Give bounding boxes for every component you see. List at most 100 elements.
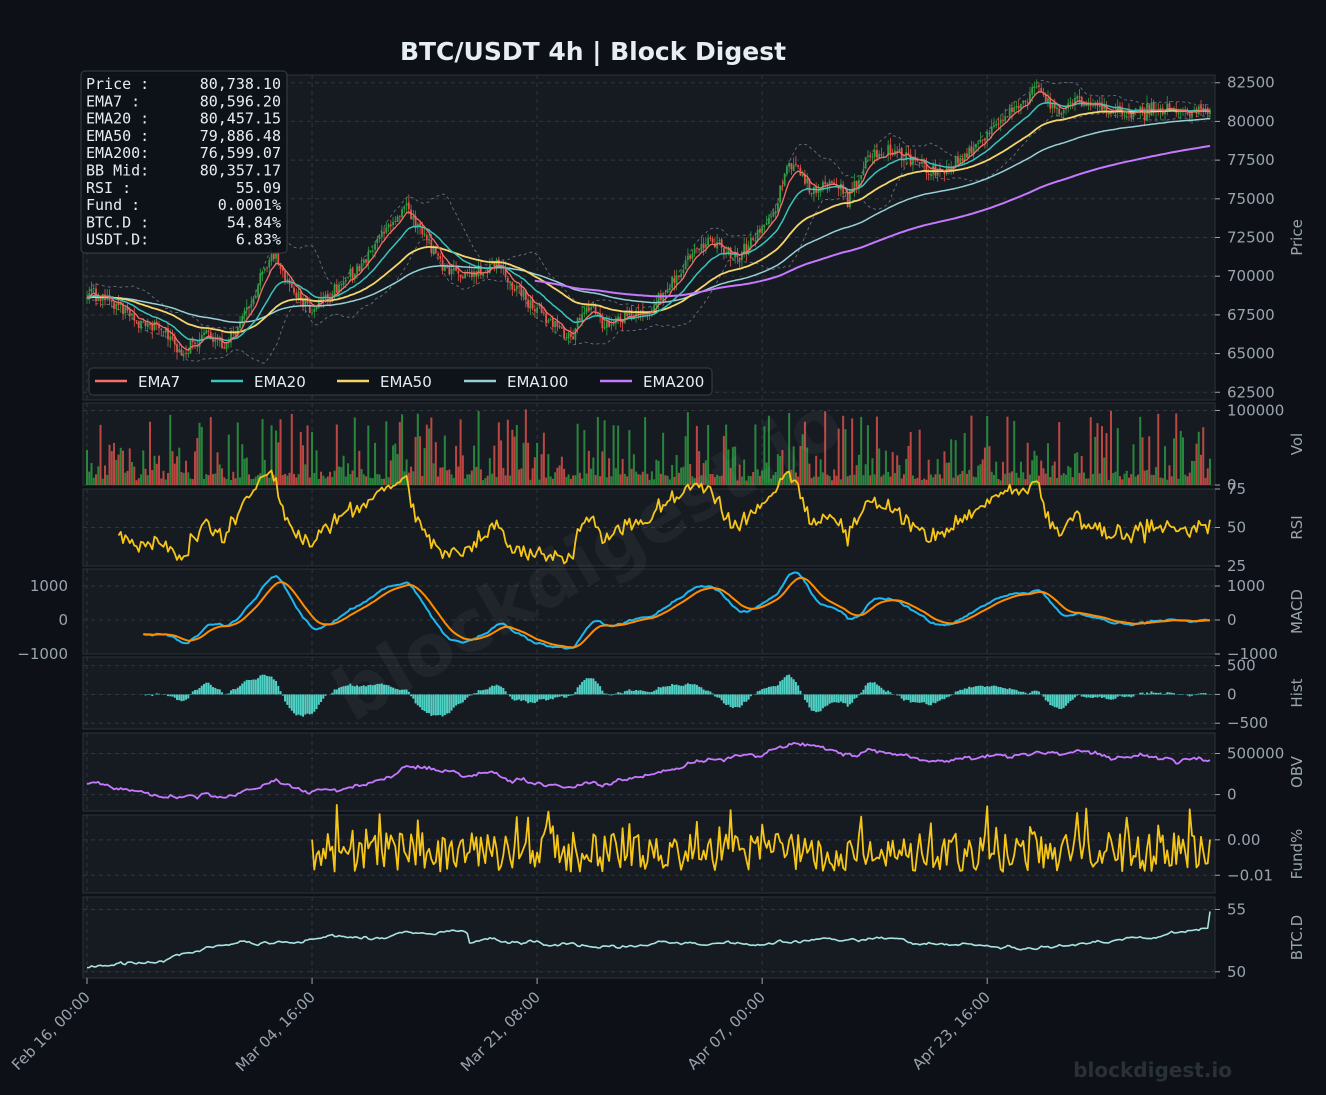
panels: 6250065000675007000072500750007750080000… [17, 74, 1306, 981]
btcd-tick-label: 50 [1227, 963, 1246, 981]
volume-bar [200, 427, 203, 485]
hist-bar [707, 690, 710, 695]
candle-body [272, 253, 275, 260]
volume-bar [1148, 436, 1151, 485]
macd-left-tick-label: 1000 [30, 577, 68, 595]
volume-bar [205, 474, 208, 485]
hist-bar [1123, 694, 1126, 698]
hist-bar [572, 694, 575, 696]
hist-bar [783, 677, 786, 695]
volume-bar [558, 465, 561, 485]
volume-bar [857, 454, 860, 485]
hist-bar [824, 694, 827, 707]
volume-bar [1033, 450, 1036, 485]
candle-body [749, 237, 752, 247]
hist-bar [284, 694, 287, 702]
volume-bar [952, 477, 955, 485]
candle-body [360, 263, 363, 272]
candle-body [214, 338, 217, 342]
hist-bar [288, 694, 291, 709]
candle-body [464, 273, 466, 279]
info-box: Price : 80,738.10 EMA7 : 80,596.20 EMA20 : 80… [80, 70, 288, 254]
volume-bar [398, 422, 401, 485]
info-value: 79,886.48 [200, 127, 281, 145]
candle-body [293, 287, 295, 293]
hist-bar [1006, 689, 1009, 695]
candle-body [284, 270, 286, 282]
hist-bar [279, 691, 282, 695]
candle-body [898, 148, 901, 151]
candle-body [720, 239, 723, 248]
candle-body [268, 260, 271, 268]
hist-bar [1199, 693, 1202, 695]
candle-body [923, 162, 926, 164]
volume-bar [270, 425, 273, 485]
hist-bar [1008, 688, 1011, 695]
candle-body [1062, 110, 1065, 114]
volume-bar [455, 445, 458, 485]
candle-body [1186, 111, 1189, 115]
candle-body [394, 221, 397, 223]
volume-bar [578, 472, 581, 485]
hist-bar [306, 694, 309, 714]
volume-bar [947, 462, 950, 485]
candle-body [142, 321, 145, 323]
candle-body [765, 222, 768, 225]
candle-body [86, 297, 88, 299]
candle-body [277, 252, 280, 265]
volume-bar [223, 477, 226, 485]
hist-bar [920, 694, 923, 703]
candle-body [655, 302, 658, 306]
candle-body [1038, 85, 1040, 87]
volume-bar [1154, 467, 1157, 485]
candle-body [486, 269, 489, 273]
volume-bar [416, 413, 419, 485]
volume-bar [297, 474, 300, 485]
volume-bar [407, 472, 410, 485]
signal-line [143, 576, 1210, 649]
volume-bar [581, 478, 584, 485]
hist-bar [308, 694, 311, 715]
volume-bar [1071, 477, 1074, 485]
candle-body [774, 210, 777, 214]
volume-bar [423, 448, 426, 485]
hist-bar [378, 683, 381, 695]
volume-bar [936, 459, 939, 485]
candle-body [398, 215, 401, 217]
candle-body [563, 327, 566, 339]
volume-bar [1197, 431, 1200, 485]
hist-bar [1085, 694, 1088, 698]
volume-bar [869, 475, 872, 485]
volume-bar [126, 470, 129, 485]
volume-bar [320, 471, 323, 485]
volume-bar [1172, 438, 1175, 485]
volume-bar [414, 436, 417, 485]
hist-bar [1145, 692, 1148, 695]
volume-bar [268, 477, 271, 485]
candle-body [864, 157, 867, 169]
hist-bar [1148, 693, 1151, 695]
candle-body [1110, 112, 1112, 114]
hist-bar [695, 684, 698, 695]
hist-bar [416, 694, 419, 706]
candle-body [786, 166, 788, 175]
hist-bar [457, 694, 460, 705]
hist-bar [776, 685, 779, 695]
candle-body [1029, 93, 1031, 103]
candle-body [590, 307, 593, 310]
candle-body [437, 253, 439, 256]
candle-body [347, 277, 349, 279]
info-value: 54.84% [227, 213, 281, 231]
candle-body [932, 165, 935, 174]
volume-bar [826, 474, 829, 485]
hist-bar [509, 694, 512, 697]
volume-bar [704, 460, 707, 485]
hist-bar [812, 694, 815, 712]
hist-bar [475, 693, 478, 695]
candle-body [194, 342, 196, 344]
candle-body [252, 298, 255, 305]
volume-bar [538, 479, 541, 485]
volume-bar [781, 450, 784, 485]
volume-bar [477, 411, 480, 485]
rsi-tick-label: 50 [1227, 519, 1246, 537]
